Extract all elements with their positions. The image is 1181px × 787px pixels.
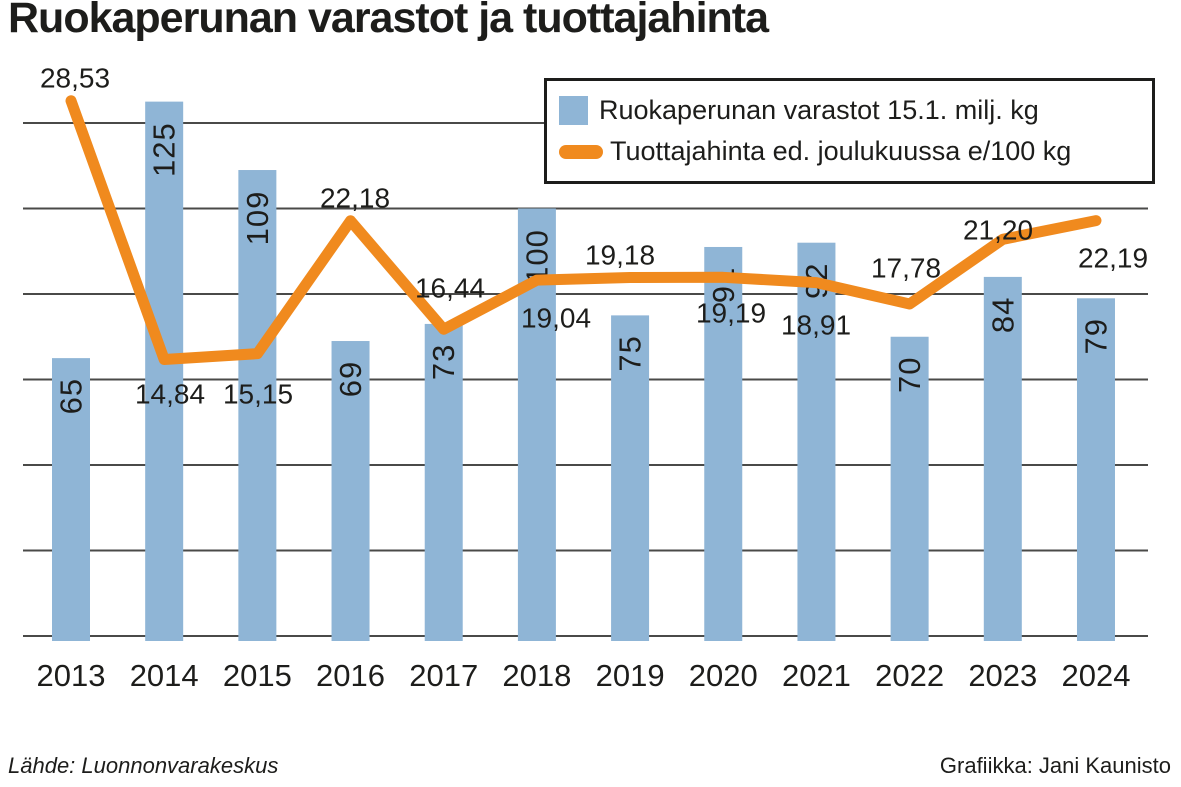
bar-2013 — [52, 358, 90, 641]
bar-label-2015: 109 — [240, 191, 275, 246]
bar-2021 — [797, 242, 836, 641]
line-series-swatch-icon — [559, 144, 603, 159]
year-label-2014: 2014 — [130, 658, 199, 693]
price-label-2021: 18,91 — [781, 310, 851, 341]
bar-label-2019: 75 — [613, 335, 648, 371]
price-label-2020: 19,19 — [696, 298, 766, 329]
year-label-2017: 2017 — [409, 658, 478, 693]
bar-label-2016: 69 — [333, 361, 368, 397]
legend-item-line: Tuottajahinta ed. joulukuussa e/100 kg — [559, 136, 1140, 167]
price-label-2016: 22,18 — [320, 183, 390, 214]
legend-item-bars: Ruokaperunan varastot 15.1. milj. kg — [559, 95, 1140, 126]
price-label-2019: 19,18 — [585, 240, 655, 271]
price-label-2018: 19,04 — [521, 303, 591, 334]
bar-label-2022: 70 — [892, 357, 927, 393]
bar-label-2013: 65 — [54, 378, 89, 414]
bar-2019 — [611, 315, 650, 641]
bar-label-2014: 125 — [147, 122, 182, 177]
year-label-2022: 2022 — [875, 658, 944, 693]
year-label-2021: 2021 — [782, 658, 851, 693]
year-label-2020: 2020 — [689, 658, 758, 693]
price-label-2014: 14,84 — [135, 379, 205, 410]
legend: Ruokaperunan varastot 15.1. milj. kg Tuo… — [544, 78, 1155, 184]
x-axis-labels: 2013 2014 2015 2016 2017 2018 2019 2020 2021 2022… — [37, 658, 1131, 693]
price-label-2024: 22,19 — [1078, 243, 1148, 274]
bar-label-2024: 79 — [1078, 318, 1113, 354]
graphics-credit: Grafiikka: Jani Kaunisto — [939, 753, 1171, 778]
year-label-2013: 2013 — [37, 658, 106, 693]
bar-2024 — [1076, 298, 1115, 641]
bar-2017 — [424, 323, 463, 641]
bar-2016 — [331, 341, 370, 641]
price-label-2013: 28,53 — [40, 63, 110, 94]
chart-title: Ruokaperunan varastot ja tuottajahinta — [8, 0, 769, 42]
bar-label-2017: 73 — [426, 344, 461, 380]
bar-2022 — [890, 336, 929, 641]
bar-2023 — [983, 276, 1022, 641]
bar-2015 — [238, 170, 277, 641]
year-label-2019: 2019 — [596, 658, 665, 693]
year-label-2023: 2023 — [968, 658, 1037, 693]
legend-bars-label: Ruokaperunan varastot 15.1. milj. kg — [599, 95, 1039, 125]
source-credit: Lähde: Luonnonvarakeskus — [8, 753, 279, 778]
price-label-2017: 16,44 — [415, 273, 485, 304]
bar-series-swatch-icon — [559, 96, 588, 125]
price-value-labels: 28,53 14,84 15,15 22,18 16,44 19,04 19,18 19,19… — [40, 63, 1148, 410]
bar-2020 — [704, 246, 743, 641]
price-label-2023: 21,20 — [963, 215, 1033, 246]
year-label-2024: 2024 — [1061, 658, 1130, 693]
price-label-2022: 17,78 — [871, 253, 941, 284]
bars-series — [52, 101, 1115, 641]
bar-label-2023: 84 — [985, 297, 1020, 333]
bar-2014 — [145, 101, 184, 641]
year-label-2018: 2018 — [502, 658, 571, 693]
price-label-2015: 15,15 — [223, 379, 293, 410]
legend-line-label: Tuottajahinta ed. joulukuussa e/100 kg — [610, 136, 1072, 166]
year-label-2015: 2015 — [223, 658, 292, 693]
year-label-2016: 2016 — [316, 658, 385, 693]
price-line — [65, 95, 1102, 366]
